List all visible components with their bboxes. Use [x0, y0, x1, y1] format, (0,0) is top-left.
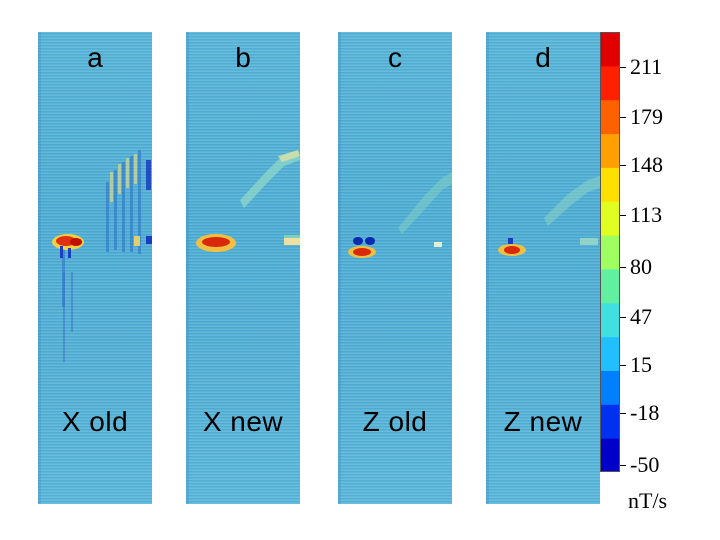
panel-b-x-new: b X new — [186, 32, 300, 504]
colorbar-band — [600, 336, 620, 371]
strip-edge — [338, 32, 341, 504]
colorbar-tick-label: 15 — [630, 352, 652, 377]
panel-d-anomaly-map — [498, 176, 600, 256]
colorbar-tick-label: 113 — [630, 202, 663, 227]
panel-b-caption: X new — [202, 406, 284, 437]
colorbar-band — [600, 133, 620, 168]
colorbar-band — [600, 65, 620, 101]
colorbar-band — [600, 235, 620, 270]
colorbar-band — [600, 404, 620, 439]
strip-edge — [38, 32, 41, 504]
colorbar-tick-label: -50 — [630, 452, 660, 477]
colorbar-tick — [620, 165, 626, 166]
colorbar-band — [600, 268, 620, 304]
panel-c-letter: c — [388, 42, 402, 73]
panel-b-letter: b — [235, 42, 251, 73]
colorbar-tick — [620, 215, 626, 216]
panel-c-caption: Z old — [362, 406, 428, 437]
colorbar-tick-label: 80 — [630, 254, 652, 279]
panel-a-anomaly-map — [52, 150, 152, 362]
colorbar-band — [600, 201, 620, 236]
panel-c-z-old: c Z old — [338, 32, 452, 504]
panel-a-x-old: a X old — [38, 32, 152, 504]
colorbar — [600, 32, 620, 472]
colorbar-tick — [620, 67, 626, 68]
panel-b-anomaly-map — [196, 150, 300, 252]
panel-a-letter: a — [87, 42, 103, 73]
colorbar-tick — [620, 413, 626, 414]
colorbar-tick — [620, 117, 626, 118]
colorbar-band — [600, 167, 620, 202]
panel-a-caption: X old — [61, 406, 129, 437]
colorbar-tick — [620, 365, 626, 366]
colorbar-tick — [620, 267, 626, 268]
strip-edge — [486, 32, 489, 504]
colorbar-band — [600, 438, 620, 472]
colorbar-tick-label: 148 — [630, 152, 663, 177]
panel-d-caption: Z new — [503, 406, 583, 437]
colorbar-tick — [620, 317, 626, 318]
colorbar-band — [600, 370, 620, 405]
colorbar-band — [600, 32, 620, 67]
colorbar-band — [600, 99, 620, 135]
panel-d-letter: d — [535, 42, 551, 73]
colorbar-tick-label: 211 — [630, 54, 663, 79]
colorbar-tick-label: 47 — [630, 304, 652, 329]
colorbar-unit: nT/s — [628, 488, 668, 513]
colorbar-band — [600, 302, 620, 338]
colorbar-tick — [620, 465, 626, 466]
colorbar-tick-label: 179 — [630, 104, 663, 129]
colorbar-tick-label: -18 — [630, 400, 660, 425]
panel-c-anomaly-map — [348, 172, 452, 258]
panel-d-z-new: d Z new — [486, 32, 600, 504]
colorbar-border — [600, 32, 620, 472]
strip-edge — [186, 32, 189, 504]
